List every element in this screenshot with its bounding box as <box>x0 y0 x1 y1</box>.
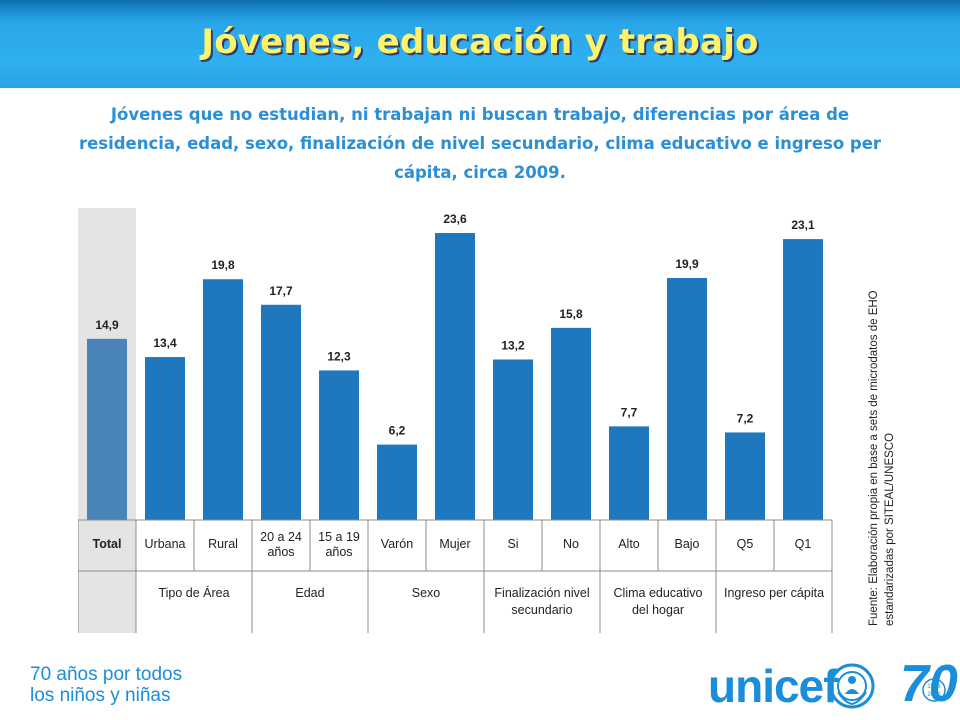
bar-10 <box>609 426 649 520</box>
data-label-1: 14,9 <box>95 318 119 332</box>
data-label-9: 15,8 <box>559 307 583 321</box>
data-label-13: 23,1 <box>791 218 815 232</box>
category-label-1: Total <box>93 537 122 551</box>
bar-11 <box>667 278 707 520</box>
category-label-2: Urbana <box>145 537 186 551</box>
bar-2 <box>145 357 185 520</box>
bar-5 <box>319 370 359 520</box>
category-label-12: Q5 <box>737 537 754 551</box>
bar-8 <box>493 359 533 520</box>
bar-13 <box>783 239 823 520</box>
category-label-4-line-2: años <box>267 545 294 559</box>
anniversary-badge-circle: 1946 2016 <box>922 678 946 702</box>
data-label-10: 7,7 <box>621 405 638 419</box>
bar-6 <box>377 444 417 520</box>
group-label-5-line-2: del hogar <box>632 603 684 617</box>
category-label-9: No <box>563 537 579 551</box>
category-label-11: Bajo <box>674 537 699 551</box>
anniversary-year-start: 1946 <box>927 684 941 690</box>
category-label-3: Rural <box>208 537 238 551</box>
group-label-6: Ingreso per cápita <box>724 586 824 600</box>
bar-9 <box>551 327 591 520</box>
data-label-7: 23,6 <box>443 212 467 226</box>
bar-1 <box>87 338 127 520</box>
data-label-12: 7,2 <box>737 411 754 425</box>
category-label-6: Varón <box>381 537 413 551</box>
category-label-13: Q1 <box>795 537 812 551</box>
chart-subtitle: Jóvenes que no estudian, ni trabajan ni … <box>78 105 882 182</box>
group-label-2: Edad <box>295 586 324 600</box>
bar-12 <box>725 432 765 520</box>
group-label-3: Sexo <box>412 586 441 600</box>
footer-line-1: 70 años por todos <box>30 664 183 685</box>
category-label-4-line-1: 20 a 24 <box>260 530 302 544</box>
group-label-1: Tipo de Área <box>158 585 229 600</box>
footer-line-2: los niños y niñas <box>30 685 171 706</box>
bar-4 <box>261 304 301 520</box>
bar-7 <box>435 233 475 521</box>
data-label-3: 19,8 <box>211 258 235 272</box>
data-label-8: 13,2 <box>501 338 525 352</box>
bar-3 <box>203 279 243 520</box>
header-banner: Jóvenes, educación y trabajo <box>0 0 960 88</box>
data-label-6: 6,2 <box>389 424 406 438</box>
bar-chart-svg: 14,9 13,4 19,8 17,7 12,3 6,2 23,6 13,2 15,8 7,7 19… <box>78 208 833 633</box>
category-label-5-line-1: 15 a 19 <box>318 530 360 544</box>
unicef-wordmark: unicef <box>708 660 838 712</box>
group-label-4-line-1: Finalización nivel <box>494 586 589 600</box>
data-label-2: 13,4 <box>153 336 177 350</box>
source-note: Fuente: Elaboración propia en base a set… <box>868 290 896 626</box>
data-label-11: 19,9 <box>675 257 699 271</box>
bar-chart: 14,9 13,4 19,8 17,7 12,3 6,2 23,6 13,2 15,8 7,7 19… <box>78 208 848 633</box>
un-emblem-icon <box>829 663 875 709</box>
group-label-4-line-2: secundario <box>511 603 572 617</box>
page-title: Jóvenes, educación y trabajo <box>201 22 759 62</box>
footer-slogan: 70 años por todos los niños y niñas <box>30 664 182 706</box>
category-label-7: Mujer <box>439 537 470 551</box>
category-label-10: Alto <box>618 537 640 551</box>
category-label-5-line-2: años <box>325 545 352 559</box>
group-label-5-line-1: Clima educativo <box>614 586 703 600</box>
data-label-5: 12,3 <box>327 349 351 363</box>
anniversary-year-end: 2016 <box>927 692 941 698</box>
category-label-8: Si <box>507 537 518 551</box>
anniversary-badge: 70 1946 2016 <box>900 655 958 713</box>
data-label-4: 17,7 <box>269 284 293 298</box>
